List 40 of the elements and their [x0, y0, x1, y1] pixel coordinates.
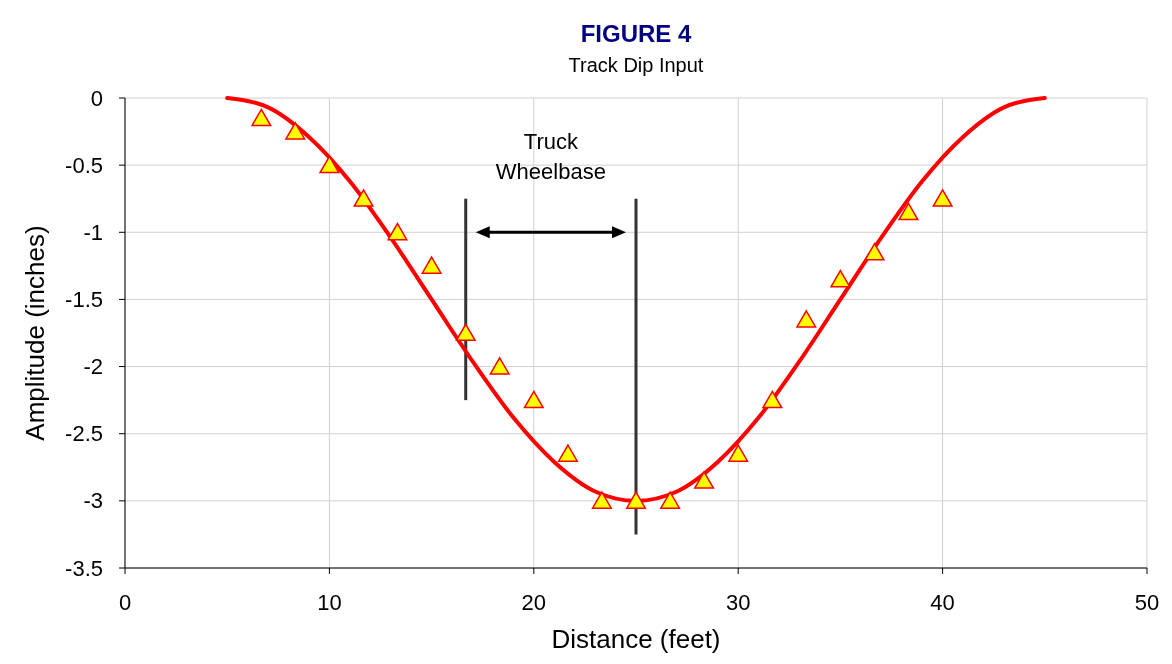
point [864, 242, 885, 261]
point [625, 491, 647, 509]
x-tick-label: 30 [725, 590, 751, 615]
point [557, 444, 578, 462]
point [319, 155, 340, 174]
point [694, 471, 715, 489]
x-axis-title: Distance (feet) [551, 624, 721, 654]
point [421, 256, 442, 274]
point [932, 189, 953, 207]
point [489, 357, 510, 375]
y-tick-label: -1.5 [65, 286, 103, 312]
point [591, 491, 612, 509]
point [353, 189, 374, 207]
point [728, 444, 749, 462]
y-tick-label: -3.5 [65, 555, 103, 581]
point [898, 202, 919, 221]
chart-subtitle: Track Dip Input [568, 54, 704, 76]
y-tick-label: 0 [90, 85, 103, 111]
x-tick-label: 20 [521, 590, 547, 615]
point [796, 310, 817, 328]
annotation: Truck Wheelbase [495, 129, 606, 185]
point [830, 269, 851, 288]
x-tick-label: 40 [930, 590, 955, 615]
point [251, 108, 272, 127]
y-tick-label: -3 [83, 488, 103, 514]
y-tick-label: -0.5 [65, 152, 103, 178]
point [285, 122, 306, 140]
y-tick-label: -2.5 [65, 421, 103, 447]
point [762, 390, 783, 409]
y-tick-label: -2 [83, 354, 103, 380]
y-axis-title: Amplitude (inches) [20, 225, 50, 441]
point [660, 491, 681, 509]
point [387, 222, 408, 241]
x-tick-label: 0 [118, 590, 132, 615]
x-tick-label: 50 [1134, 590, 1160, 615]
x-tick-label: 10 [317, 590, 342, 615]
chart-title: FIGURE 4 [580, 20, 692, 47]
point [523, 390, 544, 409]
y-tick-label: -1 [83, 219, 103, 245]
point [455, 323, 476, 342]
